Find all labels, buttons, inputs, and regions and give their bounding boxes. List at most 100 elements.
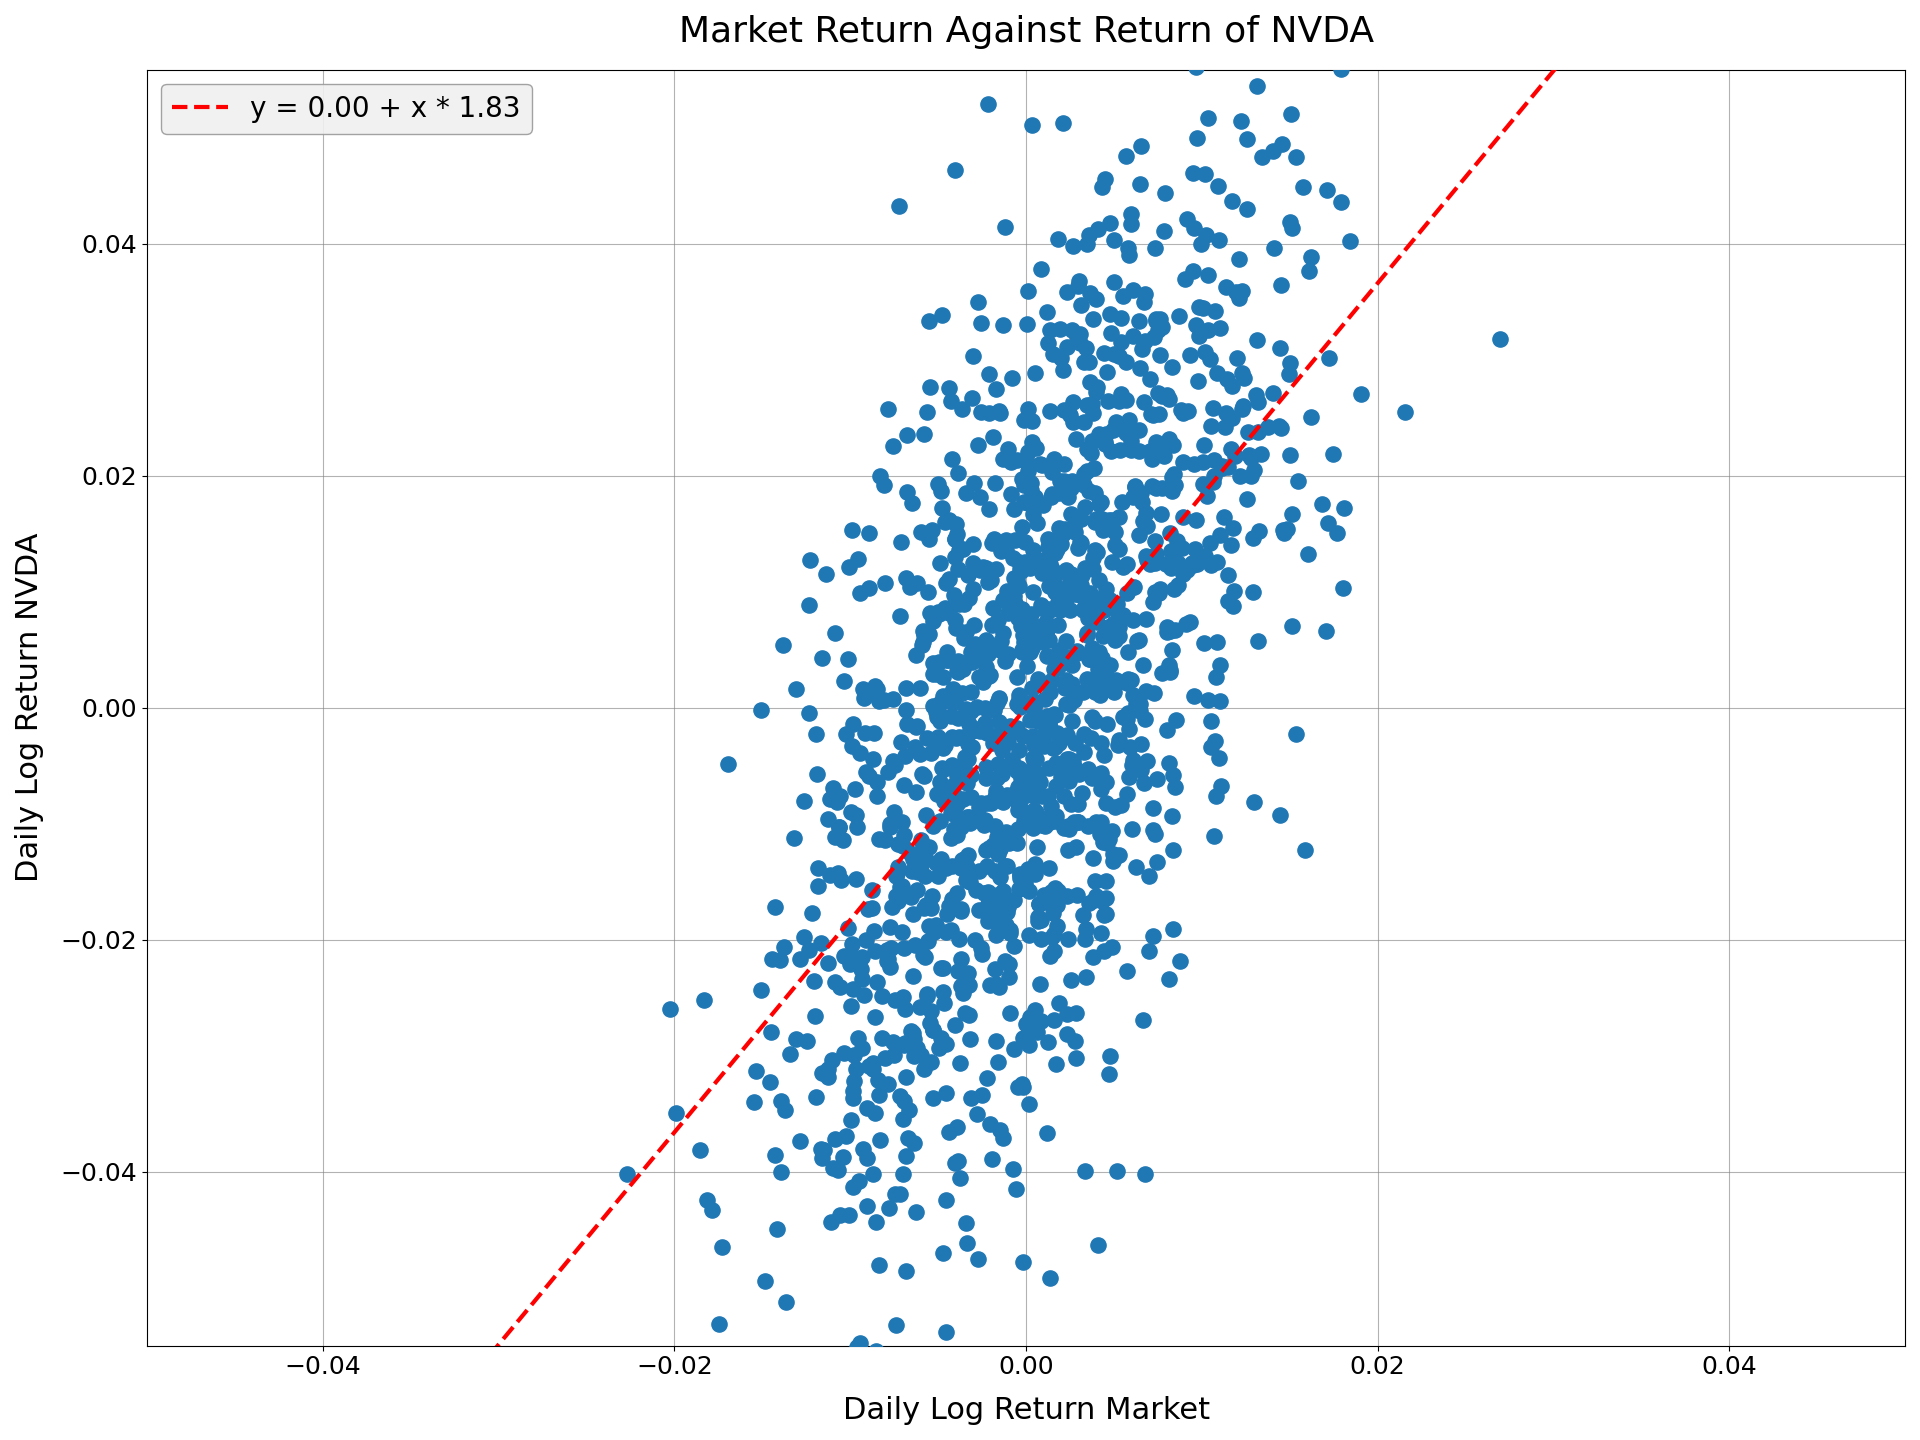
Point [841, 815, 872, 838]
Point [991, 783, 1021, 806]
Point [1390, 400, 1421, 423]
Point [996, 749, 1027, 772]
Point [885, 605, 916, 628]
Point [1152, 615, 1183, 638]
Point [1185, 232, 1215, 255]
Point [872, 760, 902, 783]
Line: y = 0.00 + x * 1.83: y = 0.00 + x * 1.83 [148, 0, 1905, 1440]
Point [1008, 785, 1039, 808]
Point [872, 397, 902, 420]
Point [985, 838, 1016, 861]
Point [1306, 492, 1336, 516]
Point [931, 903, 962, 926]
Point [806, 1061, 837, 1084]
Point [843, 547, 874, 570]
Point [998, 888, 1029, 912]
Point [1131, 549, 1162, 572]
Point [891, 713, 922, 736]
Point [904, 828, 935, 851]
Point [1006, 468, 1037, 491]
Point [937, 855, 968, 878]
Point [818, 1156, 849, 1179]
Point [1321, 521, 1352, 544]
Point [945, 948, 975, 971]
Point [995, 482, 1025, 505]
Point [1016, 631, 1046, 654]
Point [1002, 818, 1033, 841]
Point [958, 719, 989, 742]
Point [941, 765, 972, 788]
Point [1277, 615, 1308, 638]
Point [1035, 570, 1066, 593]
Point [935, 390, 966, 413]
Point [891, 1066, 922, 1089]
Point [1058, 575, 1089, 598]
Point [879, 1044, 910, 1067]
Point [1044, 598, 1075, 621]
Point [972, 721, 1002, 744]
Point [1014, 806, 1044, 829]
Point [826, 868, 856, 891]
Point [933, 894, 964, 917]
Point [1112, 670, 1142, 693]
Point [914, 310, 945, 333]
Point [945, 1166, 975, 1189]
Point [945, 855, 975, 878]
Point [979, 860, 1010, 883]
Point [1054, 770, 1085, 793]
Point [851, 760, 881, 783]
Point [989, 215, 1020, 238]
Point [843, 1027, 874, 1050]
Point [845, 582, 876, 605]
Point [1039, 537, 1069, 560]
Point [916, 897, 947, 920]
Point [1014, 1034, 1044, 1057]
Point [927, 497, 958, 520]
Point [916, 742, 947, 765]
Point [954, 713, 985, 736]
Point [1023, 727, 1054, 750]
Point [1071, 232, 1102, 255]
Point [1058, 469, 1089, 492]
Point [774, 1043, 804, 1066]
Point [1100, 410, 1131, 433]
Point [998, 585, 1029, 608]
Point [1127, 654, 1158, 677]
Point [927, 956, 958, 979]
Point [956, 785, 987, 808]
Point [966, 400, 996, 423]
Point [929, 789, 960, 812]
Point [925, 956, 956, 979]
Point [1068, 780, 1098, 804]
Point [993, 854, 1023, 877]
Point [1052, 884, 1083, 907]
Point [975, 973, 1006, 996]
Point [1238, 527, 1269, 550]
Point [1044, 588, 1075, 611]
Point [1116, 212, 1146, 235]
Point [1069, 462, 1100, 485]
Point [887, 920, 918, 943]
Point [814, 788, 845, 811]
Point [1144, 439, 1175, 462]
Point [1027, 724, 1058, 747]
Point [1091, 770, 1121, 793]
Point [1162, 708, 1192, 732]
Point [1275, 102, 1306, 125]
Point [1294, 259, 1325, 282]
Point [1054, 818, 1085, 841]
Point [966, 791, 996, 814]
Point [660, 1102, 691, 1125]
Point [1091, 422, 1121, 445]
Point [891, 481, 922, 504]
Point [1018, 503, 1048, 526]
Point [1154, 654, 1185, 677]
Point [685, 1139, 716, 1162]
Point [1192, 688, 1223, 711]
Point [973, 497, 1004, 520]
Point [1188, 451, 1219, 474]
Point [1075, 582, 1106, 605]
Point [950, 724, 981, 747]
Point [799, 969, 829, 992]
Point [1165, 397, 1196, 420]
